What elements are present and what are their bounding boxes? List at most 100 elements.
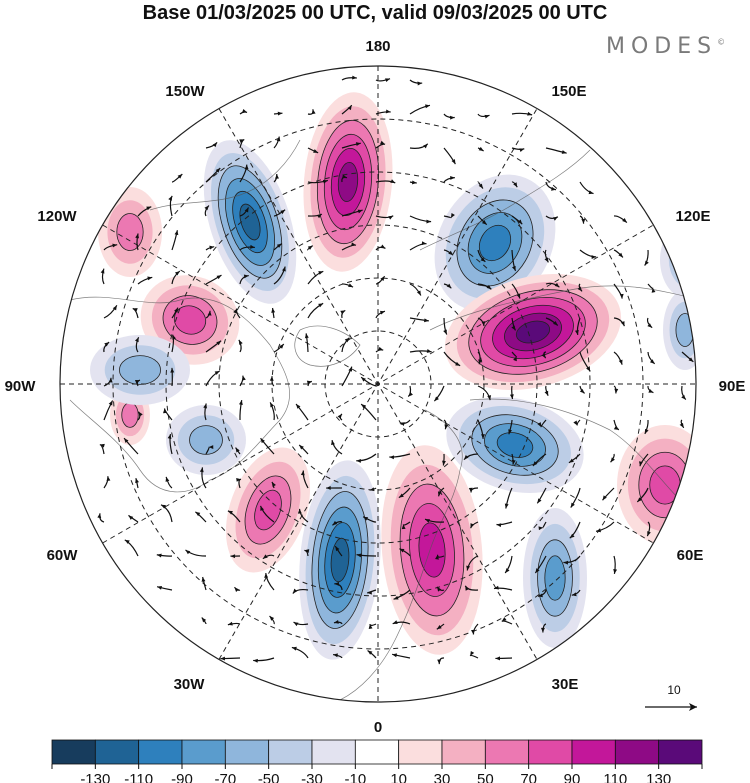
wind-arrow — [238, 400, 243, 421]
wind-arrow — [436, 586, 445, 592]
wind-arrow — [163, 408, 173, 421]
wind-arrow — [273, 243, 283, 251]
wind-arrow — [341, 366, 353, 387]
wind-arrow — [239, 244, 255, 251]
reference-vector-head — [689, 703, 697, 711]
wind-arrow — [466, 555, 479, 571]
colorbar-swatch — [571, 739, 616, 765]
wind-arrow — [135, 477, 139, 489]
wind-arrow — [493, 585, 513, 591]
wind-arrow — [269, 615, 275, 625]
wind-arrow — [307, 245, 314, 251]
wind-arrow — [271, 481, 276, 489]
wind-arrow — [103, 400, 114, 421]
wind-arrow — [477, 181, 484, 189]
wind-arrow — [443, 351, 461, 367]
wind-arrow — [239, 138, 245, 149]
colorbar-tick-label: 10 — [390, 771, 407, 783]
wind-arrow — [360, 376, 377, 387]
wind-arrow — [201, 576, 207, 591]
colorbar-edge-ticks — [51, 764, 703, 769]
wind-arrow — [307, 302, 324, 319]
wind-arrow — [399, 419, 411, 427]
wind-arrow — [199, 467, 207, 489]
wind-arrow — [540, 623, 547, 633]
wind-arrow — [443, 317, 448, 335]
anomaly-fields — [90, 92, 696, 660]
negative-anomaly-center — [166, 405, 246, 475]
wind-arrow — [545, 215, 559, 221]
wind-arrow — [295, 403, 309, 421]
wind-arrow — [201, 617, 207, 625]
map-title: Base 01/03/2025 00 UTC, valid 09/03/2025… — [142, 2, 608, 24]
wind-arrow — [646, 521, 651, 537]
wind-arrow — [579, 181, 594, 195]
wind-arrow — [437, 487, 445, 497]
colorbar-tick-label: -50 — [258, 771, 280, 783]
wind-arrow — [409, 79, 423, 86]
wind-arrow — [307, 147, 319, 154]
wind-arrow — [613, 249, 624, 258]
wind-arrow — [398, 487, 411, 499]
wind-arrow — [331, 439, 343, 455]
wind-arrow — [234, 586, 241, 592]
wind-arrow — [477, 146, 484, 152]
colorbar-tick-label: -30 — [301, 771, 323, 783]
wind-arrow — [97, 513, 105, 523]
wind-arrow — [574, 317, 581, 336]
wind-arrow — [570, 487, 581, 508]
wind-arrow — [443, 176, 455, 183]
wind-arrow — [341, 104, 353, 115]
wind-arrow — [235, 447, 241, 455]
colorbar-swatch — [528, 739, 573, 765]
map-boundary — [59, 65, 697, 703]
wind-arrow — [579, 249, 597, 259]
wind-arrow — [306, 380, 313, 387]
wind-arrow — [375, 78, 391, 83]
colorbar: -130 -110 -90 -70 -50 -30 -10 10 30 50 70 90 110 130 — [51, 739, 703, 783]
wind-arrow — [304, 549, 310, 557]
wind-arrow — [171, 307, 179, 319]
wind-arrow — [160, 504, 173, 523]
anomaly-contour — [254, 489, 282, 531]
wind-arrow — [644, 249, 649, 266]
wind-arrow — [477, 385, 492, 401]
wind-arrow — [236, 477, 242, 489]
wind-arrow — [273, 209, 286, 217]
wind-arrow — [103, 243, 118, 251]
wind-arrow — [375, 140, 386, 149]
wind-arrow — [595, 521, 615, 533]
wind-arrow — [477, 113, 490, 119]
wind-arrow — [541, 351, 547, 359]
wind-arrow — [368, 623, 377, 629]
wind-arrow — [375, 215, 394, 220]
colorbar-swatch — [224, 739, 270, 765]
europe-coast — [469, 398, 681, 501]
wind-arrow — [545, 181, 557, 191]
meridians — [60, 66, 696, 702]
wind-arrow — [100, 268, 105, 285]
wind-arrow — [681, 385, 687, 401]
wind-arrow — [477, 419, 485, 439]
wind-arrow — [647, 385, 654, 394]
reference-vector: 10 — [645, 683, 697, 711]
wind-arrow — [399, 548, 411, 557]
wind-arrow — [442, 453, 446, 466]
wind-arrow — [362, 516, 377, 523]
arctic-islands-coast — [294, 325, 361, 367]
label-150e: 150E — [551, 83, 586, 100]
wind-arrow — [375, 179, 396, 184]
wind-arrow — [171, 270, 181, 285]
anomaly-contour — [337, 161, 359, 203]
wind-arrow — [205, 142, 218, 149]
wind-arrow — [392, 620, 411, 625]
positive-anomaly-center — [444, 273, 622, 391]
wind-arrow — [356, 453, 377, 463]
wind-arrow — [341, 242, 357, 251]
wind-arrow — [646, 317, 653, 329]
wind-arrow — [579, 215, 586, 224]
wind-arrow — [271, 307, 276, 319]
wind-arrow — [443, 147, 456, 165]
wind-arrow — [205, 310, 212, 319]
wind-arrow — [613, 419, 620, 431]
